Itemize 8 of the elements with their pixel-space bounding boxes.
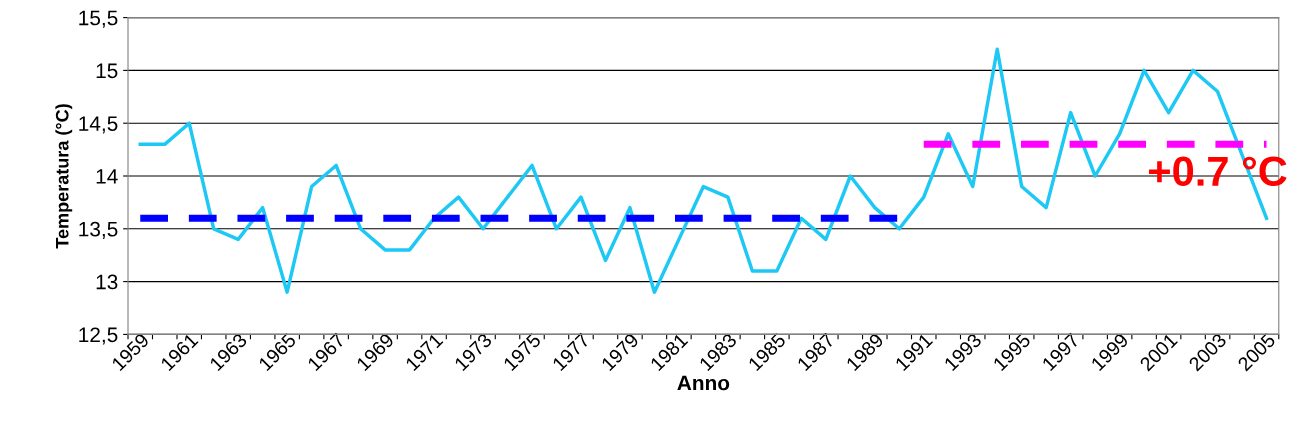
y-axis-title: Temperatura (°C): [55, 104, 73, 249]
x-axis-title: Anno: [677, 375, 730, 391]
y-tick-label: 15: [96, 63, 118, 79]
y-tick-label: 13,5: [79, 221, 118, 240]
y-tick-label: 15,5: [79, 10, 118, 28]
y-tick-label: 14,5: [79, 116, 118, 134]
y-tick-label: 13: [96, 274, 118, 290]
y-tick-label: 14: [96, 169, 118, 184]
